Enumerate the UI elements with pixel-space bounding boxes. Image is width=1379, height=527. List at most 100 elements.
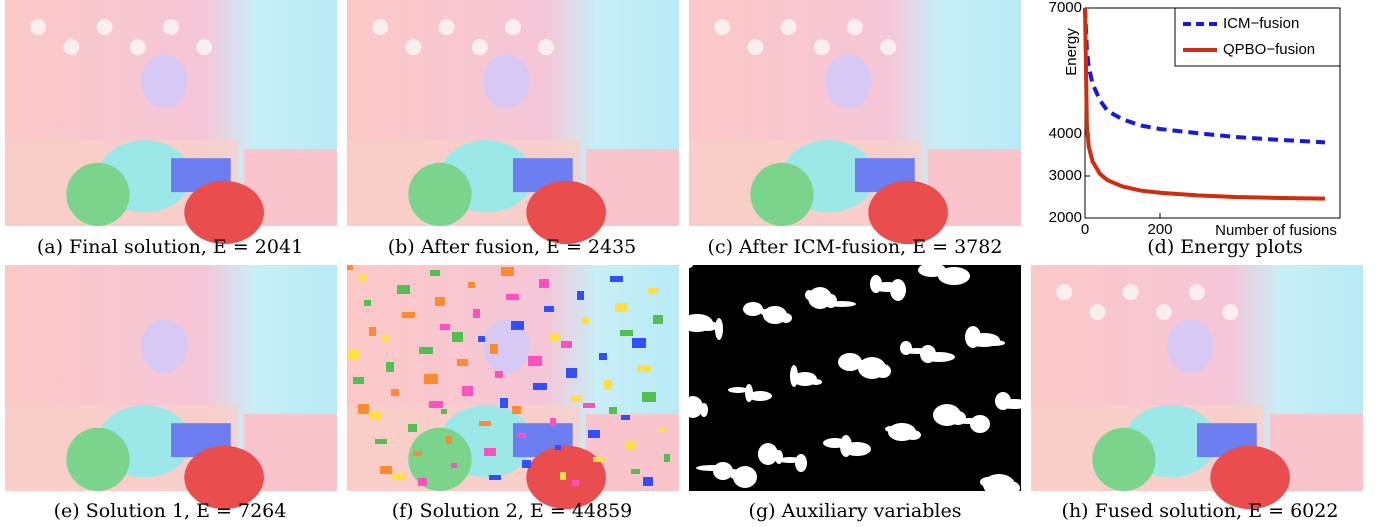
speckle — [517, 433, 526, 438]
speckle — [648, 288, 658, 294]
speckle — [778, 457, 802, 463]
speckle — [386, 362, 394, 372]
speckle — [808, 287, 832, 309]
y-axis-label: Energy — [1063, 28, 1080, 76]
speckle — [560, 472, 566, 480]
speckle — [823, 438, 847, 448]
speckle — [402, 312, 415, 318]
region — [825, 54, 872, 109]
speckle — [643, 477, 653, 486]
region — [66, 427, 130, 491]
speckle — [980, 477, 996, 487]
speckle — [501, 267, 514, 276]
speckle — [620, 330, 633, 336]
speckle — [479, 421, 491, 426]
speckle — [583, 403, 595, 408]
region — [184, 180, 264, 245]
speckle — [642, 392, 656, 402]
speckle — [659, 427, 665, 432]
speckle — [900, 341, 912, 355]
speckle — [457, 359, 468, 366]
image-panel — [5, 265, 337, 510]
speckle — [604, 380, 612, 390]
y-tick-label: 3000 — [1049, 167, 1082, 184]
dot — [1056, 284, 1073, 301]
speckle — [348, 350, 359, 360]
speckle — [685, 262, 693, 268]
speckle — [369, 327, 376, 336]
caption: (g) Auxiliary variables — [749, 500, 962, 522]
dot — [1189, 284, 1205, 301]
speckle — [555, 445, 561, 450]
region — [141, 54, 188, 109]
speckle — [593, 457, 605, 462]
speckle — [522, 460, 531, 468]
series-line — [1083, 7, 1326, 201]
image-panel — [347, 0, 679, 245]
dot — [372, 19, 389, 36]
speckle — [805, 290, 813, 300]
speckle — [621, 415, 630, 420]
speckle — [610, 276, 623, 282]
speckle — [441, 409, 447, 414]
speckle — [577, 291, 584, 300]
speckle — [533, 383, 547, 390]
speckle — [364, 300, 371, 306]
speckle — [918, 263, 946, 277]
speckle — [571, 395, 582, 402]
caption: (f) Solution 2, E = 44859 — [392, 500, 633, 522]
speckle — [965, 326, 981, 348]
speckle — [495, 371, 503, 378]
speckle — [440, 324, 450, 330]
region — [526, 445, 606, 510]
dot — [1222, 304, 1239, 321]
region — [1210, 445, 1290, 510]
speckle — [511, 321, 524, 330]
speckle — [370, 412, 382, 420]
region — [483, 54, 530, 109]
speckle — [970, 415, 990, 433]
speckle — [795, 454, 807, 472]
legend-label: ICM−fusion — [1223, 15, 1299, 32]
y-tick-label: 7000 — [1049, 0, 1082, 16]
caption: (a) Final solution, E = 2041 — [37, 236, 303, 258]
dot — [96, 19, 113, 36]
speckle — [408, 424, 417, 432]
speckle — [758, 443, 778, 465]
speckle — [588, 430, 600, 438]
speckle — [572, 480, 579, 486]
dot — [63, 39, 80, 56]
speckle — [728, 387, 748, 393]
speckle — [748, 391, 772, 401]
region — [408, 162, 472, 226]
image-panel — [1031, 265, 1363, 510]
image-bg — [689, 265, 1021, 491]
speckle — [392, 474, 405, 480]
dot — [30, 19, 47, 36]
speckle — [733, 466, 757, 488]
speckle — [609, 407, 617, 414]
region — [66, 162, 130, 226]
legend-box — [1174, 7, 1341, 67]
speckle — [380, 466, 392, 474]
speckle — [430, 270, 440, 276]
speckle — [632, 338, 646, 348]
image-panel — [689, 0, 1021, 245]
speckle — [429, 401, 443, 408]
caption: (d) Energy plots — [1147, 236, 1302, 258]
speckle — [489, 475, 501, 480]
speckle — [582, 318, 589, 324]
speckle — [484, 448, 496, 456]
speckle — [549, 333, 559, 342]
speckle — [418, 478, 427, 486]
speckle — [763, 306, 787, 324]
speckle — [566, 368, 577, 378]
region — [868, 180, 948, 245]
region — [526, 180, 606, 245]
dot — [847, 19, 863, 36]
speckle — [413, 451, 422, 456]
speckle — [462, 386, 473, 396]
speckle — [451, 463, 457, 468]
speckle — [347, 265, 353, 270]
